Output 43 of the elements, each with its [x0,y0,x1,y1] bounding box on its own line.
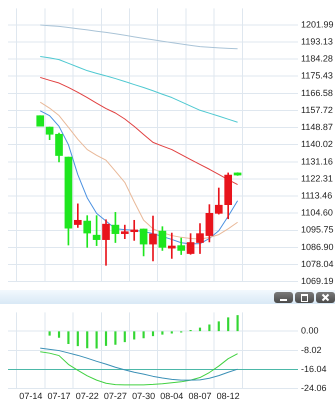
y-tick-label: 1166.58 [301,88,333,98]
y-tick-label: 1113.46 [301,190,332,200]
y-tick-label: 1095.75 [301,224,334,235]
bar [227,317,230,332]
x-tick-label: 07-14 [19,391,42,402]
y-tick-label: 0.00 [301,326,319,336]
x-tick-label: 08-07 [188,391,212,402]
bar [236,315,239,332]
x-tick-label: 08-04 [160,391,184,402]
y-tick-label: 1086.90 [301,242,334,252]
bar [133,331,136,340]
x-tick-label: 08-12 [216,391,240,402]
y-tick-label: 1175.43 [301,70,333,81]
y-tick-label: 1148.87 [301,122,333,132]
y-tick-label: 1069.19 [301,276,334,286]
y-tick-label: 1131.16 [301,156,333,166]
y-tick-label: 1122.31 [301,173,333,184]
x-tick-label: 07-27 [104,391,127,402]
y-tick-label: 1140.02 [301,139,333,150]
bar [198,328,202,332]
bar [114,331,116,345]
bar [67,331,70,344]
y-tick-label: 1078.04 [301,258,334,269]
bar [58,331,60,338]
y-tick-label: 1184.28 [301,54,333,64]
y-tick-label: 1193.13 [301,36,333,46]
bar [142,331,145,338]
bar [218,321,220,332]
y-tick-label: 1201.99 [301,19,334,30]
bar [86,331,88,348]
y-tick-label: -24.06 [301,383,327,394]
y-tick-label: -8.02 [301,344,322,355]
bar [104,331,108,346]
bar [124,331,126,342]
bar [208,324,210,332]
y-tick-label: -16.04 [301,364,327,374]
bar [76,331,79,346]
bar [96,331,98,349]
x-tick-label: 07-22 [76,391,99,402]
x-tick-label: 07-30 [132,391,156,402]
y-tick-label: 1104.60 [301,208,333,218]
x-tick-label: 07-17 [48,391,71,402]
y-tick-label: 1157.72 [301,104,333,115]
